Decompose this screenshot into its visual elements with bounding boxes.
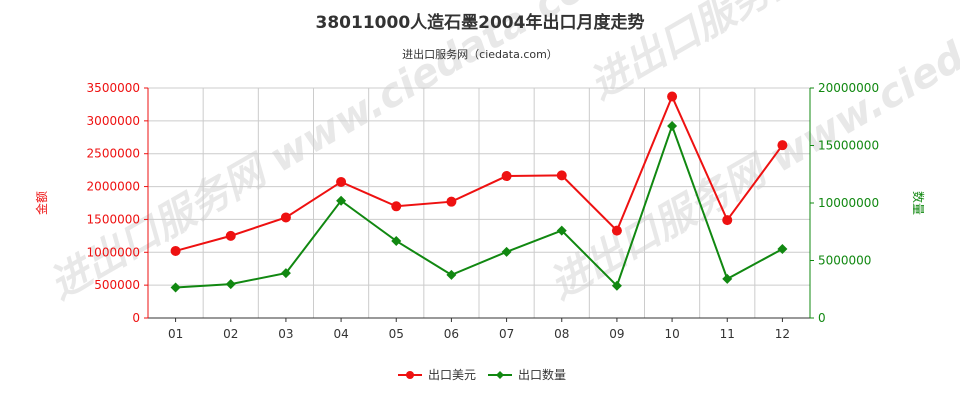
data-point bbox=[280, 268, 291, 279]
x-tick-label: 01 bbox=[168, 327, 183, 341]
y-left-tick-label: 1500000 bbox=[87, 212, 140, 226]
x-tick-label: 04 bbox=[333, 327, 348, 341]
x-tick-label: 05 bbox=[389, 327, 404, 341]
x-tick-label: 11 bbox=[720, 327, 735, 341]
data-point bbox=[556, 225, 567, 236]
data-point bbox=[336, 195, 347, 206]
x-tick-label: 07 bbox=[499, 327, 514, 341]
y-right-tick-label: 5000000 bbox=[818, 254, 871, 268]
data-point bbox=[225, 230, 236, 241]
legend: 出口美元 出口数量 bbox=[398, 367, 566, 382]
data-point bbox=[170, 245, 181, 256]
data-point bbox=[391, 235, 402, 246]
data-point bbox=[722, 273, 733, 284]
legend-marker bbox=[406, 371, 414, 379]
data-point bbox=[501, 171, 512, 182]
y-left-tick-label: 3500000 bbox=[87, 81, 140, 95]
x-tick-label: 12 bbox=[775, 327, 790, 341]
legend-item: 出口美元 bbox=[398, 368, 476, 382]
legend-label: 出口数量 bbox=[518, 367, 566, 382]
series-line bbox=[175, 122, 783, 289]
series-1 bbox=[170, 91, 788, 256]
data-point bbox=[777, 140, 788, 151]
x-tick-label: 03 bbox=[278, 327, 293, 341]
x-tick-label: 08 bbox=[554, 327, 569, 341]
legend-label: 出口美元 bbox=[428, 368, 476, 382]
chart-title: 38011000人造石墨2004年出口月度走势 bbox=[316, 12, 645, 33]
y-right-tick-label: 15000000 bbox=[818, 139, 879, 153]
data-point bbox=[611, 225, 622, 236]
x-tick-label: 06 bbox=[444, 327, 459, 341]
data-point bbox=[446, 196, 457, 207]
y-left-tick-label: 1000000 bbox=[87, 245, 140, 259]
watermark-text: 进出口服务网 www.ciedata.com bbox=[542, 0, 960, 309]
legend-item: 出口数量 bbox=[488, 367, 566, 382]
y-left-tick-label: 0 bbox=[132, 311, 140, 325]
y-left-tick-label: 500000 bbox=[94, 278, 140, 292]
x-axis-ticks: 01 02 03 04 05 06 07 08 09 10 11 12 bbox=[168, 318, 790, 341]
data-point bbox=[722, 215, 733, 226]
y-right-axis-ticks: 0 5000000 10000000 15000000 20000000 bbox=[810, 81, 879, 325]
x-tick-label: 10 bbox=[664, 327, 679, 341]
x-tick-label: 09 bbox=[609, 327, 624, 341]
y-right-axis-title: 数量 bbox=[911, 191, 926, 215]
y-left-tick-label: 3000000 bbox=[87, 114, 140, 128]
legend-marker bbox=[496, 371, 504, 379]
data-point bbox=[446, 269, 457, 280]
data-point bbox=[336, 176, 347, 187]
y-right-tick-label: 20000000 bbox=[818, 81, 879, 95]
data-point bbox=[225, 279, 236, 290]
data-point bbox=[280, 212, 291, 223]
chart-subtitle: 进出口服务网（ciedata.com） bbox=[402, 47, 558, 61]
y-right-tick-label: 0 bbox=[818, 311, 826, 325]
data-point bbox=[501, 246, 512, 257]
series-2 bbox=[170, 120, 788, 293]
data-point bbox=[391, 201, 402, 212]
data-point bbox=[777, 244, 788, 254]
series-layer bbox=[170, 91, 788, 293]
y-left-tick-label: 2000000 bbox=[87, 180, 140, 194]
y-left-axis-title: 金额 bbox=[34, 191, 49, 215]
data-point bbox=[611, 280, 622, 291]
series-line bbox=[175, 94, 784, 252]
data-point bbox=[170, 282, 181, 293]
data-point bbox=[667, 91, 678, 102]
x-tick-label: 02 bbox=[223, 327, 238, 341]
y-left-tick-label: 2500000 bbox=[87, 147, 140, 161]
y-left-axis-ticks: 0 500000 1000000 1500000 2000000 2500000 30000… bbox=[87, 81, 148, 325]
data-point bbox=[667, 120, 678, 131]
grid bbox=[147, 87, 811, 319]
data-point bbox=[556, 170, 567, 181]
y-right-tick-label: 10000000 bbox=[818, 196, 879, 210]
